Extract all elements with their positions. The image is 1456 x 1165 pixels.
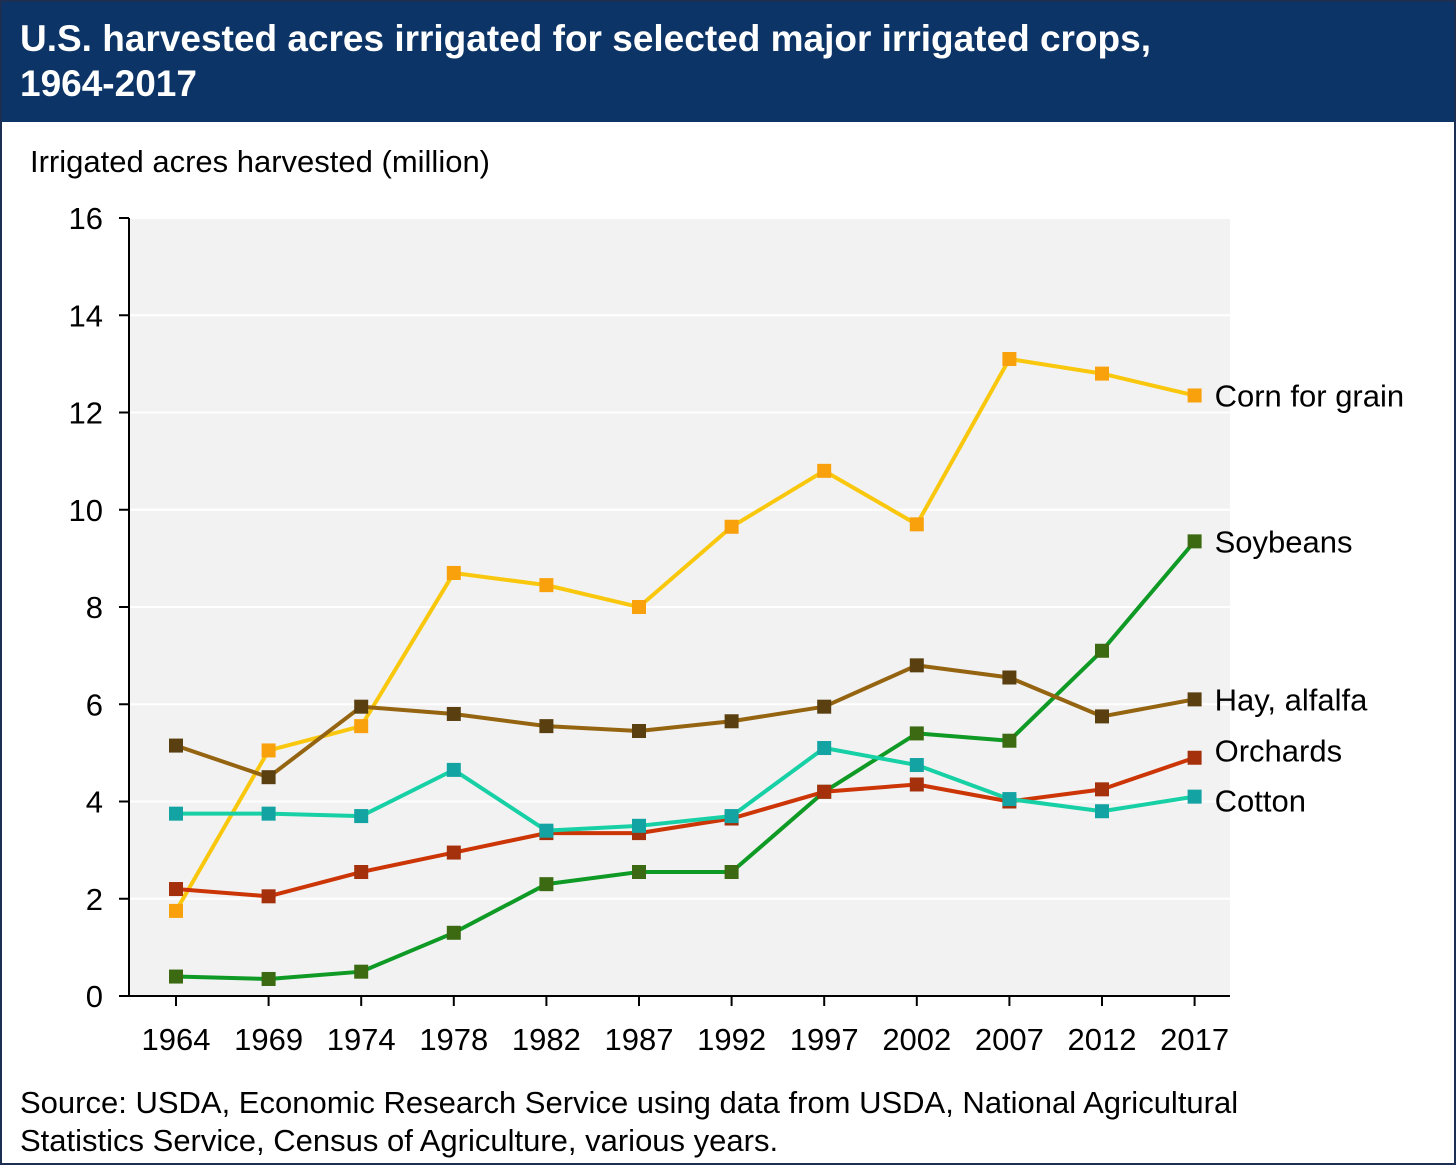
hay-alfalfa-point [1187, 692, 1202, 707]
soybeans-point [724, 865, 739, 880]
cotton-line [176, 746, 1195, 833]
y-tick-label: 6 [86, 687, 103, 722]
soybeans-point [1002, 733, 1017, 748]
hay-alfalfa-line [175, 663, 1195, 780]
soybeans-point [1095, 643, 1109, 658]
corn-for-grain-point [354, 719, 369, 734]
corn-for-grain-point [446, 565, 461, 580]
orchards-point [446, 845, 461, 860]
hay-alfalfa-point [724, 714, 739, 729]
orchards-point [261, 889, 276, 904]
soybeans-point [539, 877, 554, 892]
hay-alfalfa-point [354, 699, 369, 714]
chart-title-line-2: 1964-2017 [20, 63, 197, 104]
x-tick-label: 1982 [512, 1022, 581, 1057]
corn-for-grain-point [539, 578, 554, 593]
x-tick-label: 1978 [419, 1022, 488, 1057]
hay-alfalfa-point [1002, 670, 1017, 685]
hay-alfalfa-point [169, 738, 183, 753]
soybeans-point [909, 726, 924, 741]
corn-for-grain-point [261, 743, 276, 758]
cotton-point [261, 806, 276, 821]
cotton-point [909, 758, 924, 773]
source-note: Source: USDA, Economic Research Service … [20, 1084, 1238, 1160]
y-tick-label: 0 [86, 979, 103, 1014]
cotton-point [1002, 792, 1017, 807]
y-tick-label: 8 [86, 590, 103, 625]
x-tick-label: 1974 [327, 1022, 396, 1057]
hay-alfalfa-point [261, 770, 276, 785]
cotton-point [817, 741, 832, 756]
cotton-point [169, 806, 183, 821]
source-line-2: Statistics Service, Census of Agricultur… [20, 1123, 779, 1158]
soybeans-point [169, 969, 183, 984]
cotton-point [539, 823, 554, 838]
corn-for-grain-line [174, 357, 1196, 912]
y-tick-label: 14 [69, 298, 103, 333]
soybeans-line [175, 540, 1197, 981]
orchards-point [1187, 750, 1202, 765]
x-tick-label: 2002 [882, 1022, 951, 1057]
corn-for-grain-point [1002, 352, 1017, 367]
hay-alfalfa-point [909, 658, 924, 673]
hay-alfalfa-point [632, 723, 646, 738]
orchards-point [1095, 782, 1109, 797]
orchards-point [354, 865, 369, 880]
cotton-series-label: Cotton [1215, 784, 1306, 819]
soybeans-series-label: Soybeans [1215, 524, 1353, 559]
x-tick-label: 1964 [142, 1022, 211, 1057]
x-tick-label: 1992 [697, 1022, 766, 1057]
x-tick-label: 2007 [975, 1022, 1044, 1057]
soybeans-point [261, 971, 276, 986]
hay-alfalfa-point [446, 706, 461, 721]
x-tick-label: 1987 [605, 1022, 674, 1057]
chart-header: U.S. harvested acres irrigated for selec… [2, 2, 1454, 122]
corn-for-grain-point [632, 600, 646, 614]
hay-alfalfa-point [1095, 709, 1109, 724]
y-axis-label: Irrigated acres harvested (million) [30, 144, 491, 179]
soybeans-point [632, 865, 646, 880]
cotton-point [724, 809, 739, 824]
y-tick-label: 12 [69, 396, 103, 431]
orchards-point [909, 777, 924, 792]
corn-for-grain-point [1187, 388, 1202, 403]
hay-alfalfa-point [817, 699, 832, 714]
source-line-1: Source: USDA, Economic Research Service … [20, 1085, 1239, 1120]
hay-alfalfa-series-label: Hay, alfalfa [1215, 682, 1369, 717]
orchards-series-label: Orchards [1215, 734, 1342, 769]
cotton-point [354, 809, 369, 824]
soybeans-point [1187, 534, 1202, 549]
y-tick-label: 2 [86, 882, 103, 917]
corn-for-grain-point [169, 903, 183, 918]
cotton-point [446, 762, 461, 777]
soybeans-point [446, 925, 461, 940]
y-tick-label: 4 [86, 785, 103, 820]
x-tick-label: 2017 [1160, 1022, 1229, 1057]
hay-alfalfa-point [539, 719, 554, 734]
y-tick-label: 10 [69, 493, 103, 528]
x-tick-label: 2012 [1068, 1022, 1137, 1057]
x-tick-label: 1997 [790, 1022, 859, 1057]
corn-for-grain-point [1095, 366, 1109, 381]
cotton-point [632, 818, 646, 833]
corn-for-grain-point [817, 463, 832, 478]
orchards-point [169, 882, 183, 897]
corn-for-grain-point [909, 517, 924, 532]
cotton-point [1095, 804, 1109, 819]
chart-title-line-1: U.S. harvested acres irrigated for selec… [20, 18, 1151, 59]
cotton-point [1187, 789, 1202, 804]
y-tick-label: 16 [69, 201, 103, 236]
x-tick-label: 1969 [234, 1022, 303, 1057]
corn-for-grain-series-label: Corn for grain [1215, 378, 1405, 413]
soybeans-point [354, 964, 369, 979]
corn-for-grain-point [724, 519, 739, 534]
orchards-point [817, 784, 832, 799]
